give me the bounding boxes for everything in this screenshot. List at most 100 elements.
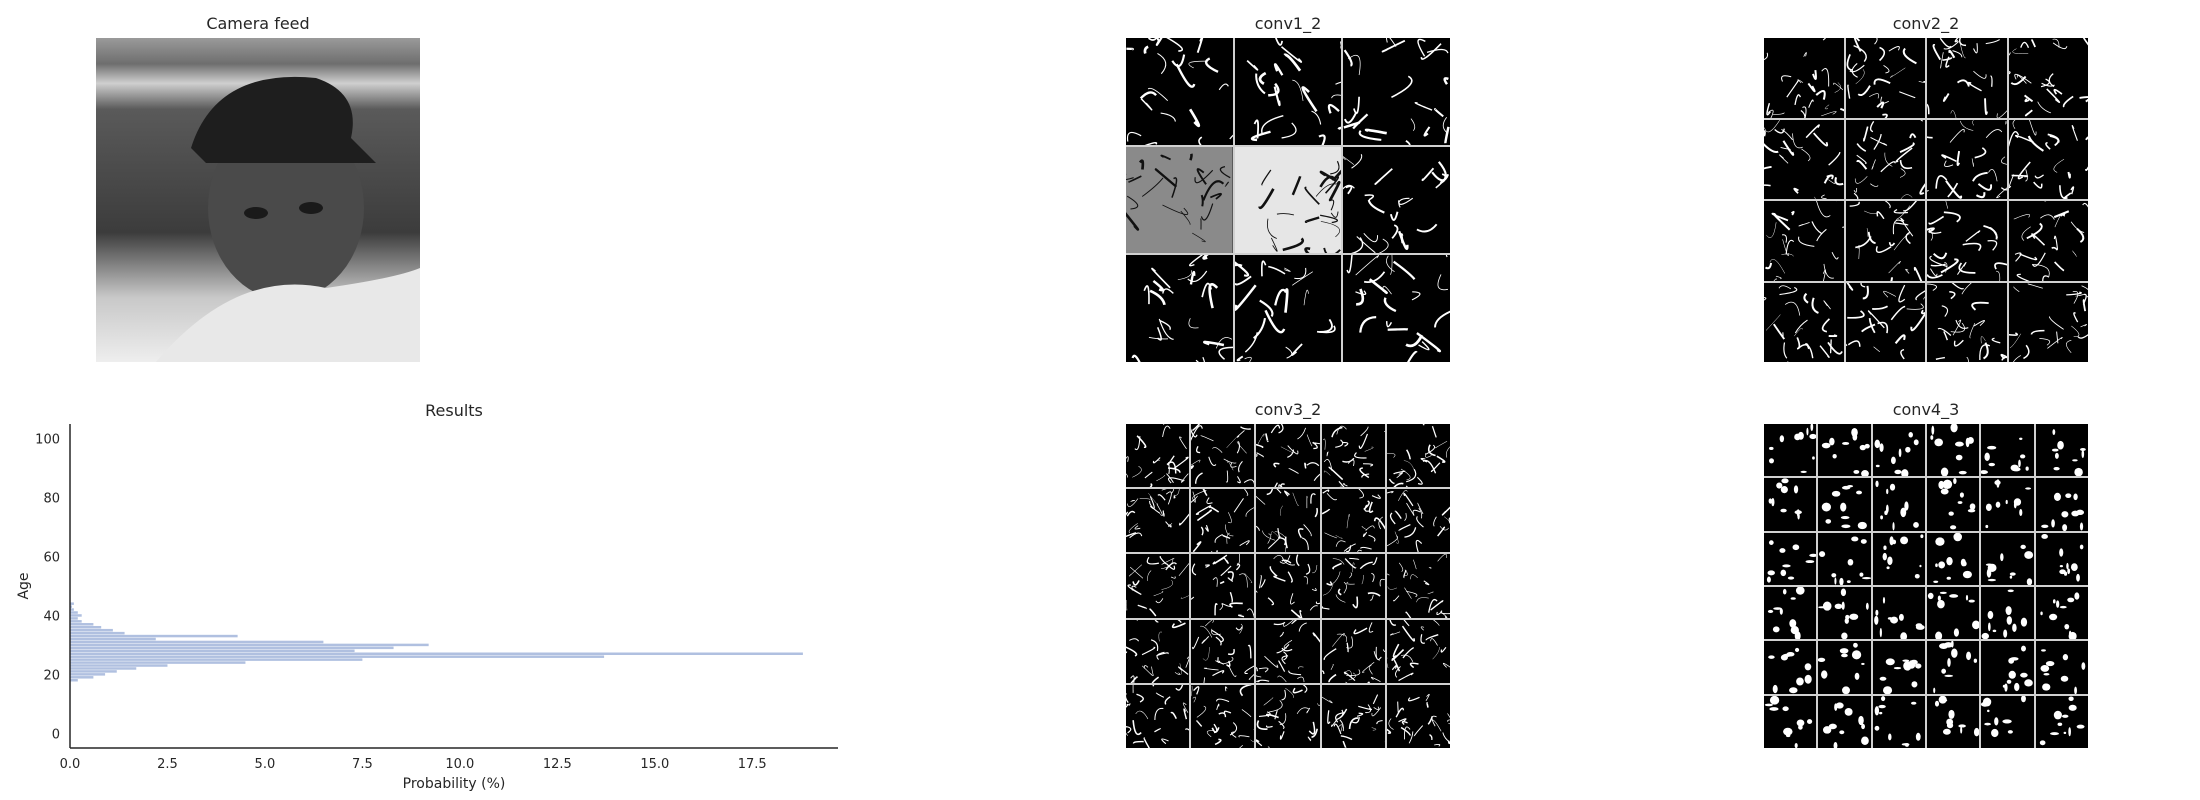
feature-map-tile: [1926, 586, 1980, 640]
bar: [70, 679, 78, 682]
feature-map-tile: [1818, 586, 1871, 640]
feature-map-tile: [1234, 255, 1342, 362]
results-chart: Results 0.0 2.5 5.0 7.5 10.0 12.5 15.0 17.5 0 20…: [16, 401, 838, 792]
x-tick-label: 0.0: [60, 757, 81, 772]
feature-map-tile: [1321, 684, 1385, 748]
bar: [70, 646, 394, 650]
feature-map-tile: [1234, 146, 1342, 254]
bar: [70, 631, 125, 635]
feature-map-tile: [1926, 532, 1980, 585]
bar: [70, 637, 156, 641]
feature-map-tile: [1764, 532, 1817, 585]
feature-map-tile: [1126, 554, 1190, 618]
feature-map-tile: [1191, 489, 1255, 553]
conv3-feature-grid: [1126, 424, 1450, 748]
bar: [70, 602, 74, 605]
x-axis-label: Probability (%): [403, 776, 506, 792]
feature-map-tile: [1764, 201, 1844, 281]
feature-map-tile: [1256, 424, 1320, 488]
feature-map-tile: [1191, 424, 1255, 488]
bar: [70, 655, 605, 658]
feature-map-tile: [1872, 586, 1925, 640]
face-silhouette-icon: [156, 76, 420, 362]
bar: [70, 670, 117, 673]
feature-map-tile: [2008, 282, 2088, 362]
feature-map-tile: [2008, 119, 2088, 199]
feature-map-tile: [1386, 554, 1450, 618]
y-tick-label: 80: [43, 492, 60, 507]
bar: [70, 661, 246, 664]
y-tick-label: 100: [35, 433, 60, 448]
bar: [70, 652, 803, 655]
feature-map-tile: [1126, 424, 1190, 488]
feature-map-tile: [1926, 641, 1980, 694]
x-tick-label: 7.5: [352, 757, 373, 772]
conv1-title: conv1_2: [1254, 14, 1322, 33]
feature-map-tile: [1872, 532, 1925, 585]
feature-map-tile: [1927, 201, 2007, 281]
bars-group: [70, 602, 803, 682]
bar: [70, 676, 94, 679]
bar: [70, 614, 82, 617]
feature-map-tile: [1872, 695, 1925, 748]
bar: [70, 643, 429, 647]
feature-map-tile: [1872, 478, 1925, 531]
bar: [70, 628, 113, 632]
feature-map-tile: [1764, 282, 1844, 362]
feature-map-tile: [1872, 424, 1925, 477]
chart-title: Results: [425, 401, 483, 420]
y-tick-label: 40: [43, 610, 60, 625]
feature-map-tile: [1764, 38, 1844, 118]
y-tick-label: 60: [43, 551, 60, 566]
feature-map-tile: [2035, 641, 2088, 694]
feature-map-tile: [1234, 38, 1342, 145]
feature-map-tile: [1926, 478, 1980, 531]
feature-map-tile: [1981, 695, 2034, 748]
y-axis-label: Age: [16, 572, 32, 599]
conv2-feature-grid: [1764, 38, 2088, 362]
feature-map-tile: [1981, 424, 2034, 477]
feature-map-tile: [1343, 255, 1450, 362]
bar: [70, 634, 238, 638]
bar: [70, 617, 78, 620]
feature-map-tile: [1126, 489, 1190, 553]
feature-map-tile: [1981, 532, 2034, 585]
feature-map-tile: [1321, 424, 1385, 488]
camera-feed-image: [96, 38, 420, 362]
feature-map-tile: [1343, 146, 1450, 254]
bar: [70, 673, 106, 676]
y-ticks: 0 20 40 60 80 100: [35, 433, 60, 743]
feature-map-tile: [1126, 146, 1233, 254]
feature-map-tile: [1845, 38, 1925, 118]
feature-map-tile: [1126, 38, 1233, 145]
feature-map-tile: [1764, 695, 1817, 748]
feature-map-tile: [1818, 532, 1871, 585]
feature-map-tile: [1845, 201, 1925, 281]
feature-map-tile: [2035, 695, 2088, 748]
feature-map-tile: [1981, 586, 2034, 640]
feature-map-tile: [1818, 478, 1871, 531]
feature-map-tile: [1126, 684, 1190, 748]
feature-map-tile: [1256, 489, 1320, 553]
feature-map-tile: [1256, 619, 1320, 683]
feature-map-tile: [1256, 554, 1320, 618]
feature-map-tile: [1321, 489, 1385, 553]
camera-feed-title: Camera feed: [206, 14, 310, 33]
conv1-feature-grid: [1126, 38, 1450, 362]
bar: [70, 664, 168, 667]
conv4-feature-grid: [1764, 424, 2088, 748]
bar: [70, 620, 82, 623]
feature-map-tile: [1927, 119, 2007, 199]
feature-map-tile: [2008, 201, 2088, 281]
x-ticks: 0.0 2.5 5.0 7.5 10.0 12.5 15.0 17.5: [60, 757, 767, 772]
feature-map-tile: [1764, 641, 1817, 694]
conv2-title: conv2_2: [1892, 14, 1960, 33]
feature-map-tile: [2035, 586, 2088, 640]
bar: [70, 608, 74, 611]
feature-map-tile: [2035, 424, 2088, 477]
feature-map-tile: [1818, 424, 1871, 477]
feature-map-tile: [1386, 424, 1450, 488]
feature-map-tile: [1845, 119, 1925, 199]
feature-map-tile: [1386, 684, 1450, 748]
feature-map-tile: [1981, 478, 2034, 531]
